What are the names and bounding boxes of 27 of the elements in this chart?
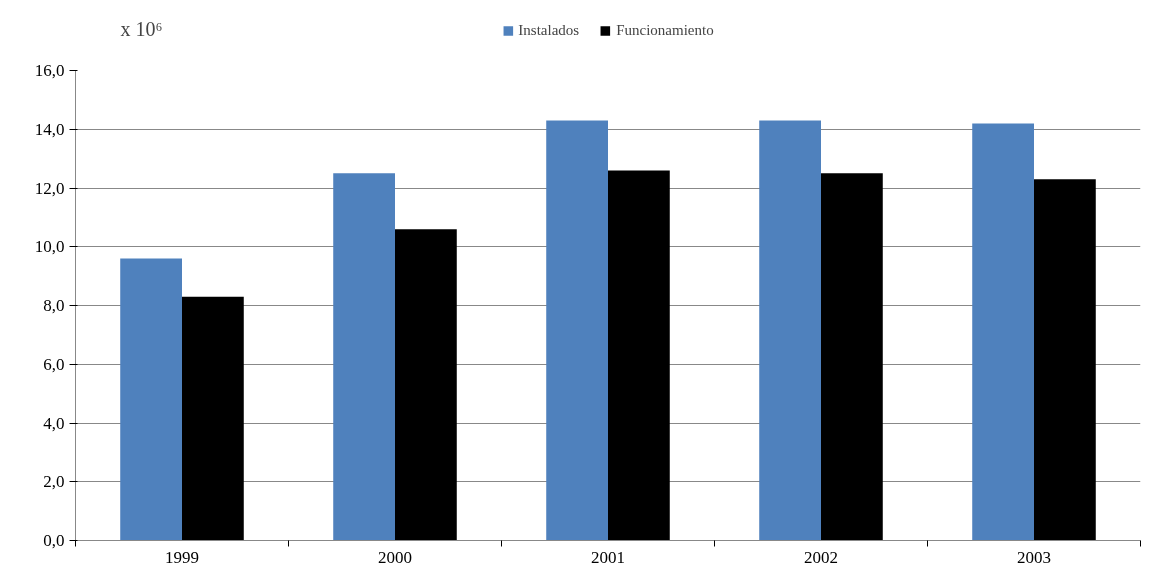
y-axis-title: x 10⁶: [120, 17, 163, 40]
bar: [333, 173, 395, 541]
y-tick-label: 4,0: [43, 413, 65, 433]
y-tick-label: 2,0: [43, 472, 65, 492]
bar: [395, 229, 457, 541]
x-tick-label: 2003: [1017, 547, 1051, 567]
x-tick-label: 2002: [804, 547, 838, 567]
y-tick-label: 12,0: [34, 178, 65, 198]
x-tick-label: 2001: [591, 547, 625, 567]
y-tick-label: 10,0: [34, 237, 65, 257]
bar: [821, 173, 883, 541]
bar: [120, 258, 182, 541]
bar: [972, 123, 1034, 541]
bar: [759, 120, 821, 541]
y-tick-label: 6,0: [43, 354, 65, 374]
y-tick-label: 8,0: [43, 296, 65, 315]
legend-label: Instalados: [518, 21, 580, 39]
y-tick-label: 16,0: [34, 61, 65, 80]
bar: [1034, 179, 1096, 541]
bar: [546, 120, 608, 541]
y-tick-label: 14,0: [34, 119, 65, 139]
legend-label: Funcionamiento: [616, 21, 714, 39]
bar: [182, 296, 244, 541]
x-tick-label: 2000: [378, 547, 412, 567]
y-tick-label: 0,0: [43, 531, 65, 550]
bar: [608, 170, 670, 541]
x-tick-label: 1999: [165, 547, 199, 567]
